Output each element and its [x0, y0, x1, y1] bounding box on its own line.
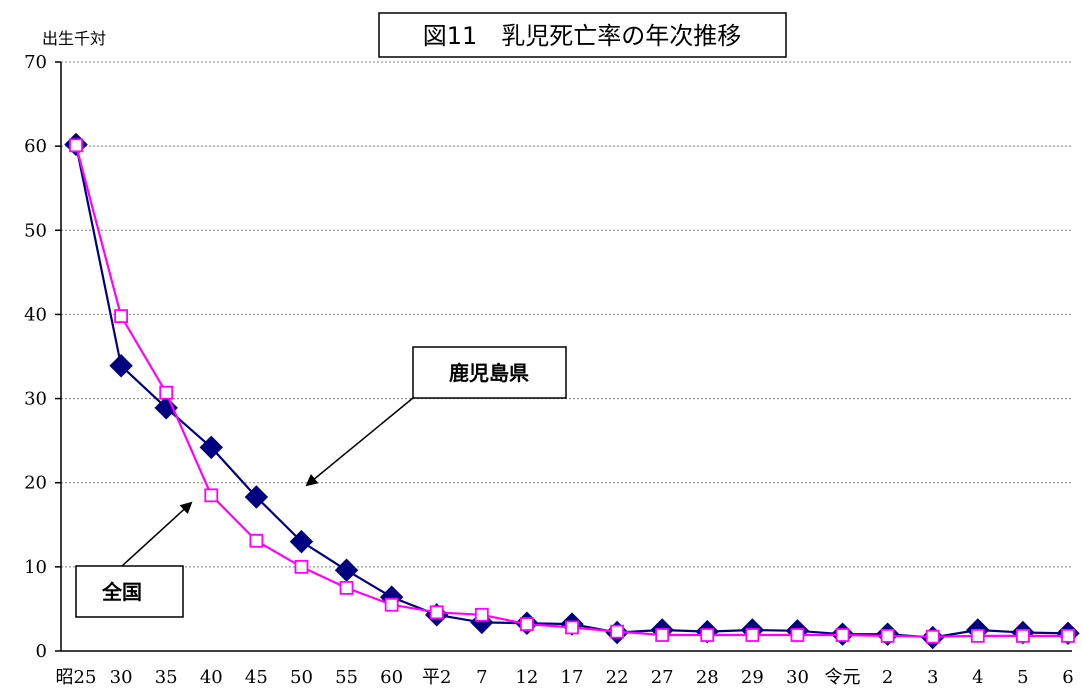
x-tick-label: 28: [696, 667, 719, 688]
data-point: [204, 488, 219, 503]
y-tick-label: 60: [24, 136, 47, 157]
data-point: [474, 607, 489, 622]
data-point: [384, 597, 399, 612]
callout-box-national: [75, 565, 184, 618]
series-line: [74, 145, 1068, 638]
data-point: [199, 435, 223, 460]
y-axis-label: 出生千対: [42, 29, 106, 48]
y-tick-label: 50: [24, 220, 47, 241]
title-frame: [378, 12, 787, 58]
callout-kagoshima: 鹿児島県: [305, 346, 567, 487]
y-tick-label: 0: [36, 641, 47, 662]
data-point: [339, 580, 354, 595]
y-tick-label: 40: [24, 304, 47, 325]
axes: [55, 61, 1072, 652]
x-tick-label: 17: [561, 667, 584, 688]
data-point: [790, 628, 805, 642]
data-point: [69, 138, 83, 153]
data-point: [159, 385, 174, 400]
x-tick-label: 40: [200, 667, 223, 688]
x-tick-label: 7: [476, 667, 487, 688]
x-tick-label: 2: [882, 667, 893, 688]
data-point: [109, 354, 133, 378]
data-point: [655, 628, 670, 642]
x-tick-label: 29: [741, 667, 764, 688]
data-point: [925, 629, 940, 644]
data-point: [565, 620, 579, 635]
x-tick-label: 22: [606, 667, 629, 688]
x-tick-label: 3: [927, 667, 938, 688]
x-tick-label: 6: [1062, 667, 1073, 688]
callout-national: 全国: [75, 501, 193, 618]
x-tick-labels: 昭25 30 35 40 45 50 55 60 平2 7 12 17 22 27 28 29 30 令元 2 3 4 5…: [56, 667, 1074, 688]
y-tick-label: 70: [24, 52, 47, 73]
x-tick-label: 35: [155, 667, 178, 688]
y-tick-labels: 0 10 20 30 40 50 60 70: [24, 52, 47, 662]
data-point: [700, 628, 715, 642]
series-line: [74, 144, 1069, 639]
data-point: [429, 605, 444, 620]
series-group: [64, 132, 1080, 650]
x-tick-label: 50: [290, 667, 313, 688]
x-tick-label: 60: [380, 667, 403, 688]
x-tick-label: 昭25: [56, 667, 97, 688]
x-tick-label: 45: [245, 667, 268, 688]
data-point: [880, 628, 895, 643]
x-tick-label: 55: [335, 667, 358, 688]
data-point: [610, 624, 624, 639]
x-tick-label: 30: [110, 667, 133, 688]
arrow-kagoshima: [305, 397, 414, 487]
x-tick-label: 令元: [825, 667, 861, 688]
chart-title-box: 図11 乳児死亡率の年次推移: [378, 12, 787, 58]
data-point: [294, 559, 309, 574]
x-tick-label: 27: [651, 667, 674, 688]
data-point: [249, 533, 264, 548]
data-point: [1016, 628, 1030, 643]
series-1: [69, 138, 1075, 644]
data-point: [334, 558, 359, 582]
y-tick-label: 30: [24, 389, 47, 410]
callout-box-kagoshima: [412, 346, 567, 399]
series-0: [64, 132, 1080, 650]
y-tick-label: 10: [24, 557, 47, 578]
data-point: [244, 485, 269, 509]
data-point: [520, 617, 534, 631]
x-tick-label: 30: [786, 667, 809, 688]
data-point: [154, 396, 178, 420]
x-tick-label: 12: [515, 667, 538, 688]
data-point: [745, 628, 760, 642]
data-point: [289, 529, 314, 554]
y-tick-label: 20: [24, 473, 47, 494]
data-point: [1061, 628, 1075, 643]
callout-label-kagoshima: 鹿児島県: [449, 361, 529, 385]
data-point: [114, 309, 128, 324]
x-tick-label: 4: [972, 667, 983, 688]
x-tick-label: 5: [1017, 667, 1028, 688]
data-point: [835, 628, 850, 642]
chart-title: 図11 乳児死亡率の年次推移: [423, 22, 742, 50]
callout-label-national: 全国: [101, 580, 142, 604]
x-tick-label: 平2: [422, 667, 451, 688]
data-point: [970, 628, 985, 643]
arrow-national: [121, 501, 193, 567]
